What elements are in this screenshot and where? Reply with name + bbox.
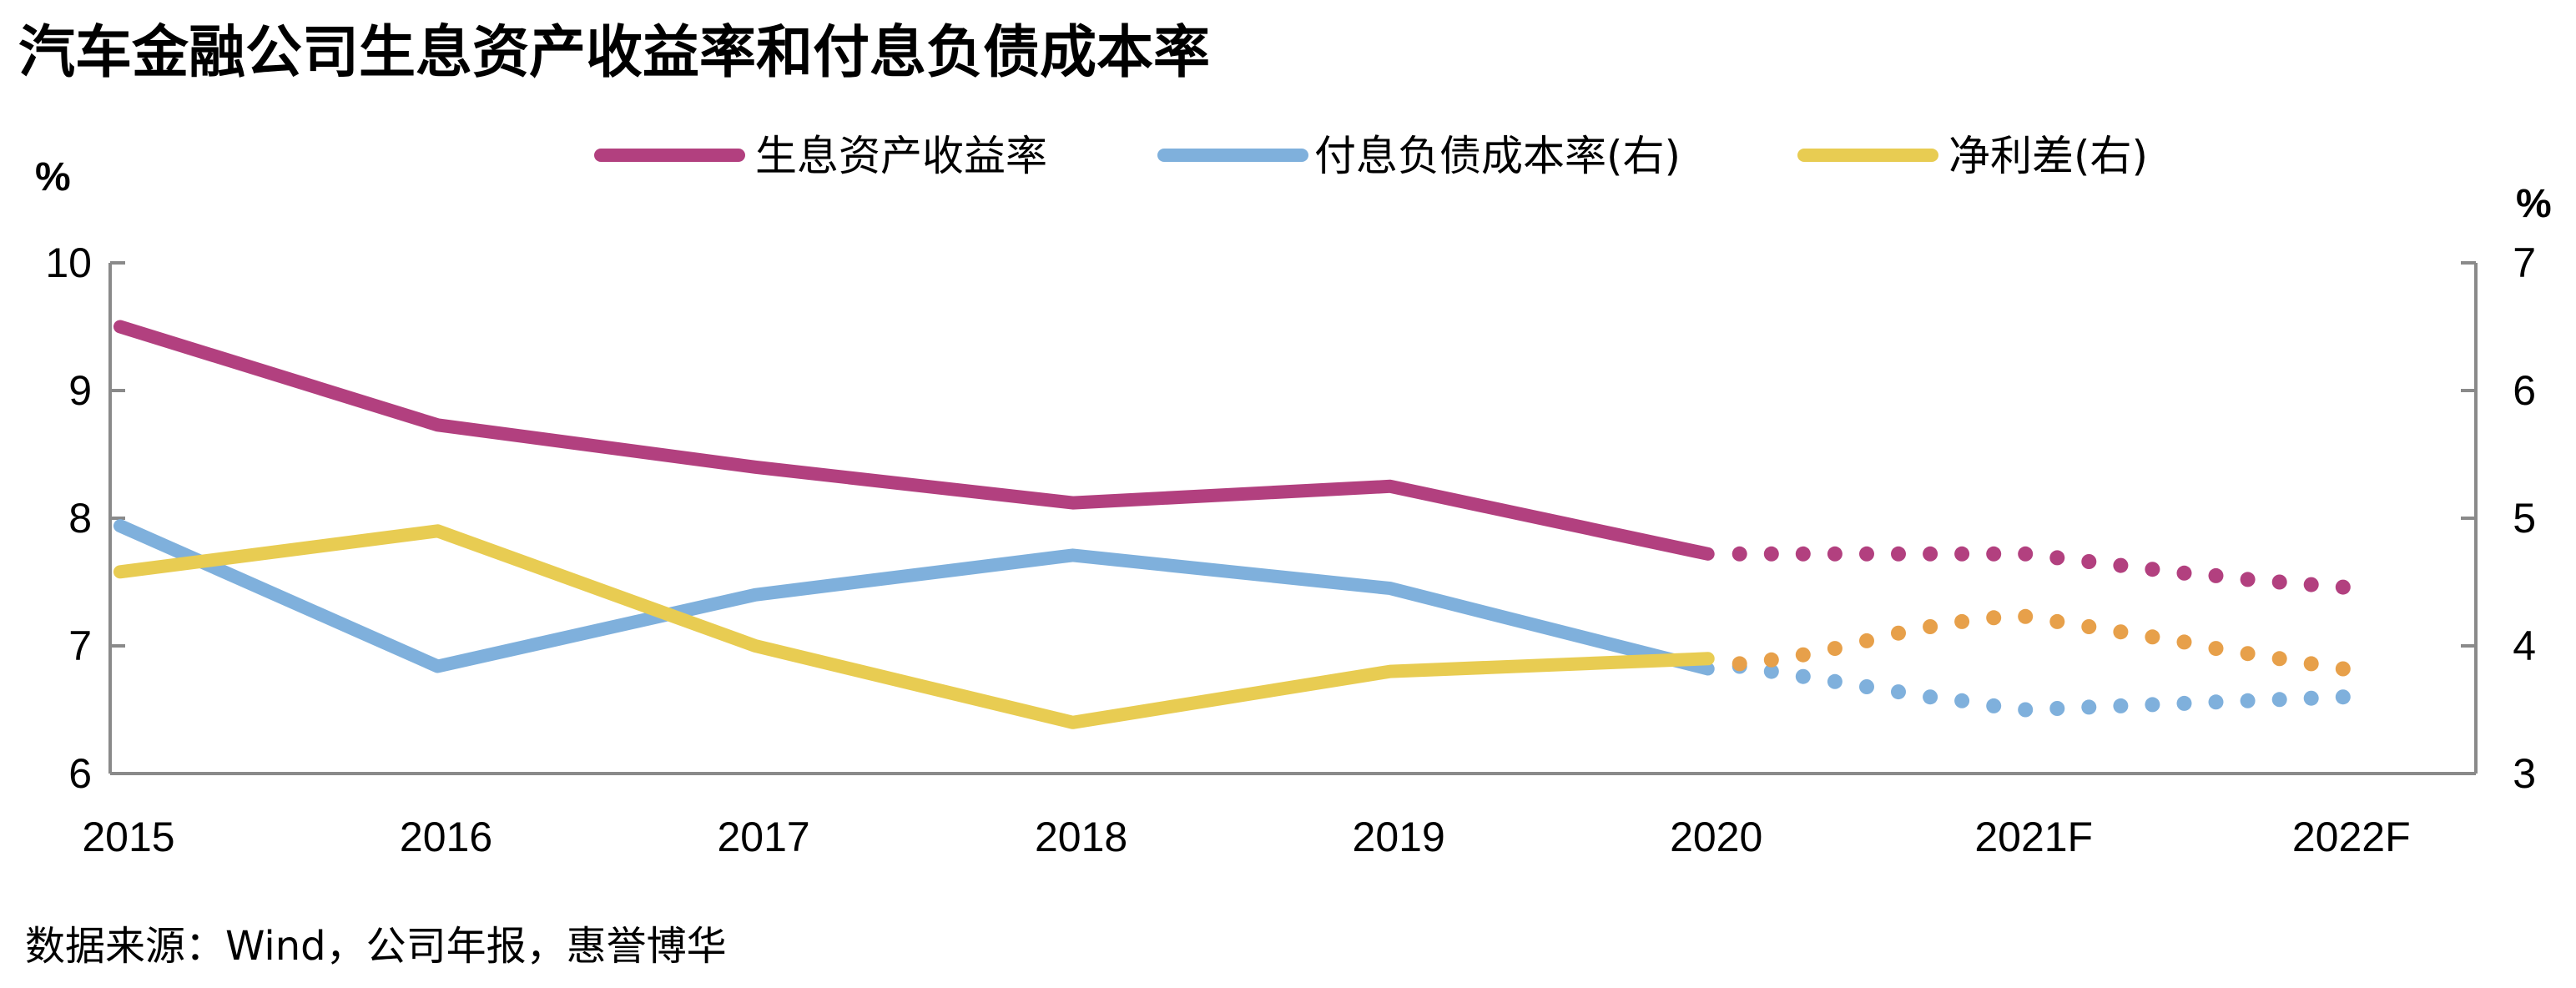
forecast-point-1 <box>1986 698 2002 713</box>
x-tick-label: 2017 <box>717 814 809 860</box>
source-note: 数据来源：Wind，公司年报，惠誉博华 <box>25 923 727 970</box>
forecast-point-0 <box>1891 546 1906 562</box>
forecast-point-0 <box>2208 567 2224 583</box>
forecast-point-1 <box>2208 694 2224 710</box>
plot-area <box>113 320 2351 729</box>
forecast-point-0 <box>1986 546 2002 562</box>
left-tick-label: 6 <box>68 750 92 797</box>
x-tick-label: 2019 <box>1353 814 1445 860</box>
forecast-point-1 <box>1891 684 1906 700</box>
forecast-point-1 <box>1795 668 1811 684</box>
forecast-point-2 <box>2145 629 2160 645</box>
forecast-point-2 <box>1859 633 1874 648</box>
forecast-point-0 <box>2018 546 2034 562</box>
right-tick-label: 7 <box>2513 239 2536 286</box>
forecast-point-2 <box>1891 625 1906 641</box>
x-tick-label: 2015 <box>82 814 174 860</box>
legend-item-yield: 生息资产收益率 <box>594 132 1047 180</box>
left-tick-label: 8 <box>68 495 92 542</box>
forecast-point-1 <box>2271 692 2287 708</box>
forecast-point-1 <box>1763 663 1779 679</box>
forecast-point-0 <box>2113 557 2129 573</box>
forecast-point-1 <box>1923 689 1938 705</box>
series-line-2 <box>113 524 1715 729</box>
forecast-point-1 <box>2018 702 2034 718</box>
forecast-point-2 <box>2049 613 2065 629</box>
forecast-point-0 <box>1795 546 1811 562</box>
forecast-point-1 <box>1954 693 1970 708</box>
forecast-point-1 <box>2049 701 2065 716</box>
legend-label-spread: 净利差(右) <box>1948 132 2148 180</box>
x-tick-label: 2021F <box>1974 814 2093 860</box>
forecast-point-2 <box>1795 647 1811 663</box>
axes: 6 7 8 9 10 3 4 5 6 7 2015 2016 2017 2018 2019 2020 2021F… <box>45 239 2536 860</box>
forecast-point-1 <box>2240 693 2256 708</box>
forecast-point-2 <box>2335 661 2351 677</box>
forecast-point-0 <box>2049 550 2065 566</box>
forecast-point-0 <box>1954 546 1970 562</box>
forecast-point-1 <box>1827 673 1843 689</box>
forecast-point-1 <box>2176 695 2192 711</box>
forecast-point-2 <box>1827 641 1843 657</box>
forecast-point-0 <box>2145 562 2160 577</box>
forecast-point-0 <box>1859 546 1874 562</box>
forecast-point-0 <box>1923 546 1938 562</box>
forecast-point-2 <box>2303 656 2319 672</box>
forecast-point-0 <box>1732 546 1747 562</box>
forecast-point-2 <box>2176 634 2192 650</box>
forecast-point-0 <box>1763 546 1779 562</box>
forecast-point-1 <box>2303 690 2319 706</box>
forecast-point-2 <box>2081 619 2097 634</box>
forecast-point-2 <box>1954 613 1970 629</box>
right-tick-label: 6 <box>2513 367 2536 414</box>
forecast-point-2 <box>2208 641 2224 657</box>
forecast-point-2 <box>1986 610 2002 626</box>
left-tick-label: 7 <box>68 623 92 669</box>
left-axis-unit: % <box>35 155 71 199</box>
forecast-point-0 <box>2081 554 2097 569</box>
forecast-point-2 <box>1923 619 1938 634</box>
right-tick-label: 3 <box>2513 750 2536 797</box>
x-tick-label: 2018 <box>1035 814 1127 860</box>
x-tick-label: 2020 <box>1670 814 1762 860</box>
forecast-point-0 <box>2303 577 2319 592</box>
left-tick-label: 9 <box>68 367 92 414</box>
forecast-point-0 <box>2335 579 2351 595</box>
right-tick-label: 4 <box>2513 623 2536 669</box>
legend-label-cost: 付息负债成本率(右) <box>1314 132 1681 180</box>
chart-title: 汽车金融公司生息资产收益率和付息负债成本率 <box>18 20 1210 86</box>
legend: 生息资产收益率 付息负债成本率(右) 净利差(右) <box>594 132 2148 180</box>
legend-item-cost: 付息负债成本率(右) <box>1157 132 1681 180</box>
forecast-point-2 <box>1763 652 1779 668</box>
forecast-point-1 <box>2145 697 2160 713</box>
forecast-point-0 <box>2271 574 2287 590</box>
forecast-point-0 <box>2240 572 2256 587</box>
right-axis-unit: % <box>2516 182 2552 226</box>
forecast-point-0 <box>1827 546 1843 562</box>
series-line-1 <box>113 519 1715 676</box>
x-tick-label: 2022F <box>2292 814 2411 860</box>
forecast-point-1 <box>2081 699 2097 715</box>
forecast-point-2 <box>2271 651 2287 667</box>
legend-item-spread: 净利差(右) <box>1797 132 2148 180</box>
forecast-point-2 <box>2240 646 2256 662</box>
right-tick-label: 5 <box>2513 495 2536 542</box>
forecast-point-2 <box>2018 608 2034 624</box>
forecast-point-1 <box>2113 698 2129 713</box>
forecast-point-1 <box>1859 679 1874 694</box>
forecast-point-2 <box>2113 624 2129 640</box>
x-tick-label: 2016 <box>400 814 492 860</box>
legend-label-yield: 生息资产收益率 <box>755 132 1047 180</box>
forecast-point-0 <box>2176 565 2192 581</box>
series-line-0 <box>113 320 1715 561</box>
left-tick-label: 10 <box>45 239 92 286</box>
forecast-point-2 <box>1732 656 1747 672</box>
forecast-point-1 <box>2335 689 2351 705</box>
